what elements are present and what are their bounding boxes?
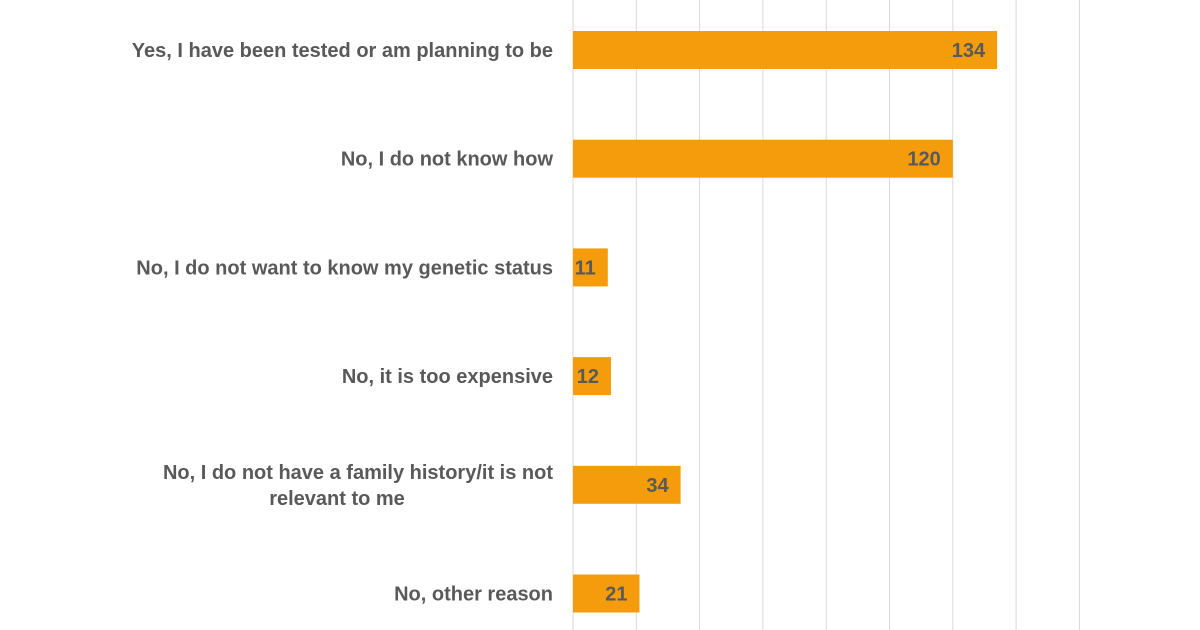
value-label: 120 [907,149,940,171]
bar [573,139,953,178]
value-label: 34 [646,475,669,497]
category-label: No, other reason [394,584,553,606]
category-label: No, I do not know how [341,149,554,171]
category-labels: Yes, I have been tested or am planning t… [132,40,554,606]
category-label: No, I do not have a family history/it is… [163,462,553,510]
bar [573,465,681,504]
bar [573,248,608,287]
category-label: No, it is too expensive [342,366,553,388]
category-label: Yes, I have been tested or am planning t… [132,40,553,62]
gridlines [572,0,1080,630]
value-labels: 134 120 11 12 34 21 [575,40,986,606]
bar [573,574,640,613]
value-label: 11 [575,257,596,279]
value-label: 12 [577,366,599,388]
bar [573,357,611,396]
category-label: No, I do not want to know my genetic sta… [136,257,553,279]
value-label: 134 [952,40,986,62]
bar [573,31,998,69]
value-label: 21 [605,584,627,606]
bars [573,31,998,613]
